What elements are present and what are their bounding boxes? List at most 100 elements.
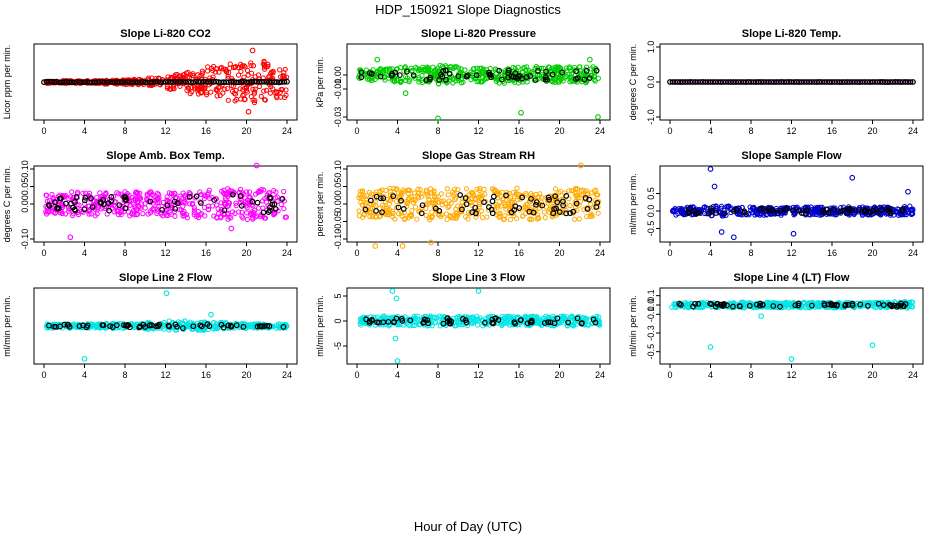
data-point <box>136 204 142 210</box>
reference-point <box>489 198 496 205</box>
data-point <box>536 194 542 200</box>
data-point <box>536 215 542 221</box>
data-series <box>44 290 290 362</box>
data-point <box>384 66 390 72</box>
x-tick-label: 24 <box>908 370 918 380</box>
data-point <box>433 67 439 73</box>
data-point <box>100 194 106 201</box>
x-tick-label: 12 <box>786 126 796 136</box>
data-point <box>463 186 470 192</box>
data-point <box>442 200 448 207</box>
data-point <box>43 192 50 198</box>
data-point <box>249 323 255 329</box>
data-point <box>564 73 570 80</box>
data-point <box>260 205 266 211</box>
x-tick-label: 24 <box>595 370 605 380</box>
data-point <box>144 197 150 203</box>
data-point <box>197 189 203 195</box>
data-point <box>401 209 408 216</box>
reference-point <box>399 317 406 324</box>
data-point <box>205 190 212 196</box>
reference-point <box>547 319 554 326</box>
data-point <box>244 67 251 73</box>
reference-point <box>867 209 874 216</box>
data-point <box>231 64 237 71</box>
data-point <box>252 191 259 197</box>
reference-point <box>390 193 397 200</box>
data-point <box>214 215 220 221</box>
data-point <box>222 66 228 72</box>
reference-point <box>756 205 763 212</box>
data-point <box>210 63 217 70</box>
data-point <box>468 77 474 83</box>
data-point <box>78 207 84 213</box>
data-point <box>203 92 210 98</box>
data-point <box>49 191 55 198</box>
data-point <box>233 200 239 206</box>
data-point <box>267 90 273 96</box>
y-tick-label: 0.00 <box>20 195 30 213</box>
data-point <box>195 86 201 92</box>
data-point <box>808 204 814 210</box>
reference-point <box>281 78 288 85</box>
data-point <box>257 213 263 219</box>
data-point <box>148 208 154 214</box>
data-point <box>206 187 212 193</box>
reference-point <box>831 206 837 213</box>
data-point <box>244 216 250 223</box>
data-point <box>429 214 435 220</box>
data-point <box>97 190 103 196</box>
y-axis-label: kPa per min. <box>315 57 325 108</box>
data-point <box>356 208 362 214</box>
data-point <box>192 195 198 201</box>
reference-point <box>463 201 470 208</box>
x-tick-label: 4 <box>82 126 87 136</box>
outlier-point <box>707 344 714 350</box>
data-point <box>387 197 393 204</box>
data-point <box>458 77 464 83</box>
x-tick-label: 8 <box>748 370 753 380</box>
reference-point <box>166 323 173 330</box>
reference-point <box>554 199 561 206</box>
data-point <box>713 203 719 209</box>
data-point <box>168 191 175 197</box>
x-tick-label: 12 <box>160 248 170 258</box>
reference-point <box>377 195 384 202</box>
reference-point <box>831 302 838 308</box>
reference-point <box>721 301 728 307</box>
y-axis-label: ml/min per min. <box>628 295 638 357</box>
data-point <box>595 210 601 216</box>
reference-point <box>459 316 466 322</box>
data-point <box>569 313 575 319</box>
data-point <box>422 313 428 320</box>
reference-point <box>70 204 76 211</box>
outlier-point <box>241 96 248 103</box>
data-point <box>283 87 289 93</box>
data-point <box>250 216 256 222</box>
x-tick-label: 0 <box>41 126 46 136</box>
panel-title: Slope Li-820 Temp. <box>742 28 841 40</box>
data-point <box>127 202 133 208</box>
reference-point <box>535 68 541 74</box>
reference-point <box>410 72 417 79</box>
data-point <box>232 98 238 104</box>
reference-point <box>528 195 534 202</box>
data-point <box>261 88 267 94</box>
data-point <box>582 67 589 73</box>
reference-point <box>545 319 551 326</box>
data-point <box>502 203 508 209</box>
data-point <box>423 201 429 207</box>
reference-point <box>804 207 810 214</box>
data-point <box>454 314 460 320</box>
panel-title: Slope Li-820 Pressure <box>421 28 536 40</box>
reference-point <box>284 78 290 85</box>
data-point <box>369 77 375 83</box>
data-point <box>393 186 399 193</box>
reference-point <box>582 195 589 201</box>
data-point <box>566 188 572 194</box>
data-point <box>409 208 415 214</box>
data-point <box>387 185 393 191</box>
data-point <box>224 86 230 92</box>
data-point <box>214 93 220 99</box>
